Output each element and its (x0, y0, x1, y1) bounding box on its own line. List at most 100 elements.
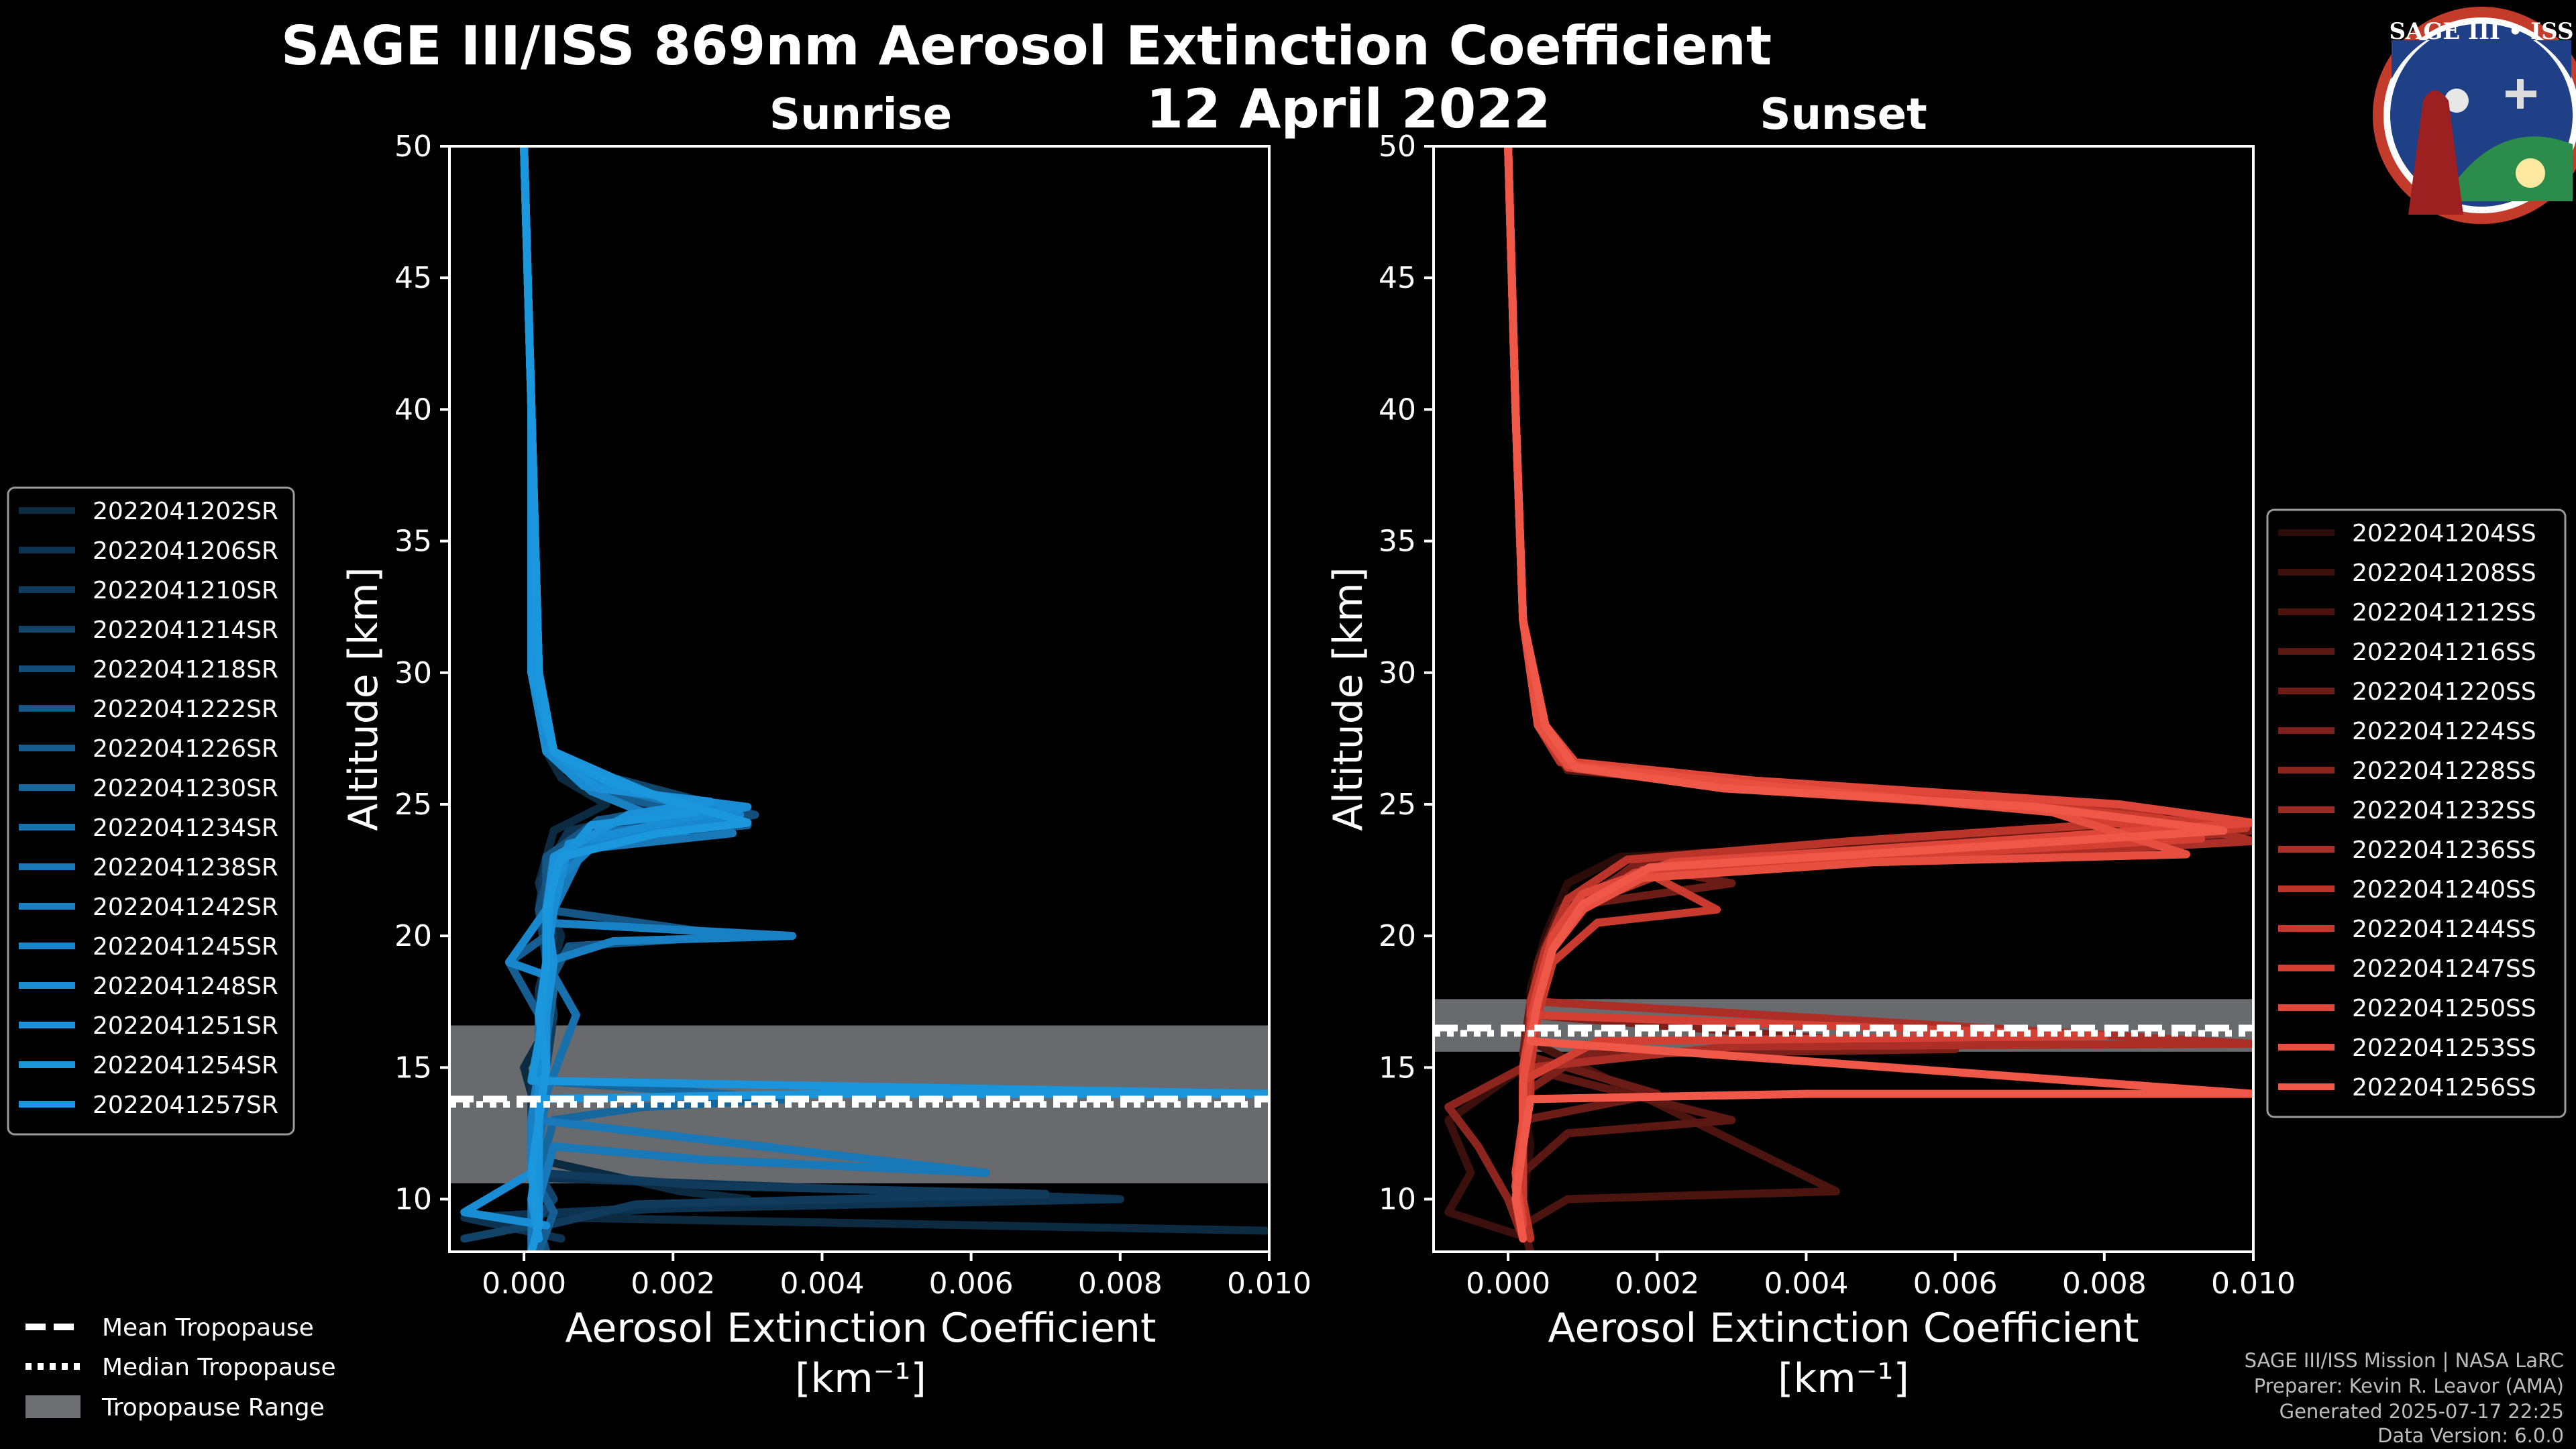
sunrise-xtick-label: 0.000 (482, 1267, 566, 1301)
credits: SAGE III/ISS Mission | NASA LaRC Prepare… (2245, 1349, 2564, 1447)
sunset-xtick-label: 0.006 (1913, 1267, 1998, 1301)
sunset-legend-label: 2022041220SS (2352, 678, 2536, 706)
badge-moon (2445, 89, 2469, 113)
sunset-legend-label: 2022041250SS (2352, 995, 2536, 1022)
credit-generated: Generated 2025-07-17 22:25 (2279, 1400, 2564, 1423)
sunset-legend-frame (2266, 508, 2567, 1118)
sunrise-legend-label: 2022041202SR (93, 498, 278, 525)
sage-iii-iss-mission-badge-icon: SAGE III • ISS (2373, 7, 2576, 224)
sunrise-ytick-label: 25 (394, 788, 432, 822)
sunset-xtick-label: 0.004 (1764, 1267, 1848, 1301)
sunset-panel-title: Sunset (1760, 90, 1927, 140)
sunrise-legend-label: 2022041238SR (93, 854, 278, 881)
sunrise-ytick-label: 30 (394, 656, 432, 690)
sunset-xlabel: Aerosol Extinction Coefficient (1548, 1305, 2139, 1352)
sunrise-ytick-label: 45 (394, 261, 432, 295)
sunset-legend-label: 2022041204SS (2352, 520, 2536, 547)
badge-header-band (2392, 23, 2571, 79)
sunrise-legend-label: 2022041234SR (93, 814, 278, 842)
sunrise-ytick-label: 40 (394, 392, 432, 427)
sunset-series-line-2022041253SS (1504, 146, 2190, 1243)
sunrise-ytick-label: 35 (394, 525, 432, 559)
sunrise-legend-label: 2022041218SR (93, 656, 278, 684)
credit-preparer: Preparer: Kevin R. Leavor (AMA) (2254, 1375, 2564, 1397)
sunset-ytick-label: 30 (1379, 656, 1416, 690)
sunset-ytick-label: 15 (1379, 1051, 1416, 1085)
sunrise-panel-title: Sunrise (769, 90, 952, 140)
tropopause-range-legend-swatch (25, 1395, 80, 1418)
sunrise-ytick-label: 15 (394, 1051, 432, 1085)
tropopause-range-legend-label: Tropopause Range (101, 1394, 325, 1421)
sunset-plot-frame (1432, 145, 2255, 1253)
sunrise-legend-label: 2022041242SR (93, 894, 278, 921)
sunset-xtick-label: 0.000 (1466, 1267, 1550, 1301)
tropopause-legend: Mean Tropopause Median Tropopause Tropop… (25, 1314, 336, 1421)
sunrise-series-line-2022041257SR (520, 146, 752, 1252)
sunrise-legend-label: 2022041226SR (93, 735, 278, 763)
figure-date: 12 April 2022 (1146, 78, 1550, 140)
sunset-legend-label: 2022041228SS (2352, 757, 2536, 785)
median-tropopause-legend-label: Median Tropopause (102, 1354, 336, 1381)
sunset-legend-label: 2022041244SS (2352, 916, 2536, 943)
sunset-ytick-label: 25 (1379, 788, 1416, 822)
sunrise-legend-label: 2022041206SR (93, 537, 278, 565)
sunrise-ylabel: Altitude [km] (340, 567, 387, 831)
sunset-series-line-2022041256SS (1504, 146, 2253, 1243)
sunset-legend-label: 2022041208SS (2352, 559, 2536, 587)
sunset-legend-label: 2022041212SS (2352, 599, 2536, 627)
badge-sun (2516, 158, 2545, 188)
sunrise-xtick-label: 0.004 (780, 1267, 864, 1301)
sunrise-xunit: [km⁻¹] (795, 1355, 926, 1402)
sunset-ytick-label: 35 (1379, 525, 1416, 559)
sunrise-legend-label: 2022041257SR (93, 1091, 278, 1119)
sunset-legend-label: 2022041247SS (2352, 955, 2536, 983)
sunrise-xtick-label: 0.008 (1078, 1267, 1163, 1301)
sunrise-plot-frame (448, 145, 1271, 1253)
sunrise-legend-label: 2022041248SR (93, 973, 278, 1000)
sunset-legend-label: 2022041216SS (2352, 639, 2536, 666)
credit-version: Data Version: 6.0.0 (2377, 1424, 2564, 1447)
credit-mission: SAGE III/ISS Mission | NASA LaRC (2245, 1349, 2564, 1372)
sunrise-ytick-label: 10 (394, 1183, 432, 1217)
sunset-ytick-label: 50 (1379, 129, 1416, 164)
sunrise-xtick-label: 0.006 (929, 1267, 1014, 1301)
sunrise-legend-label: 2022041222SR (93, 696, 278, 723)
sunset-legend-label: 2022041240SS (2352, 876, 2536, 904)
sunrise-xtick-label: 0.002 (631, 1267, 715, 1301)
sunrise-legend: 2022041202SR 2022041206SR 2022041210SR 2022… (7, 486, 295, 1136)
figure-title: SAGE III/ISS 869nm Aerosol Extinction Co… (281, 15, 1772, 77)
sunset-legend-label: 2022041224SS (2352, 718, 2536, 745)
sunrise-legend-label: 2022041245SR (93, 933, 278, 961)
sunset-ytick-label: 10 (1379, 1183, 1416, 1217)
sunset-ytick-label: 45 (1379, 261, 1416, 295)
sunrise-legend-label: 2022041254SR (93, 1052, 278, 1079)
sunset-ytick-label: 40 (1379, 392, 1416, 427)
sunset-ylabel: Altitude [km] (1325, 567, 1372, 831)
sunset-xtick-label: 0.008 (2062, 1267, 2147, 1301)
sunrise-xtick-label: 0.010 (1227, 1267, 1311, 1301)
sunset-legend-label: 2022041253SS (2352, 1034, 2536, 1062)
sunset-legend-label: 2022041232SS (2352, 797, 2536, 824)
sunrise-ytick-label: 20 (394, 919, 432, 953)
sunset-plot: 10 15 20 25 30 35 40 45 50 0.000 0.002 0.004 0.006 0.… (1325, 129, 2296, 1402)
sunrise-legend-label: 2022041210SR (93, 577, 278, 604)
sunset-legend-label: 2022041236SS (2352, 837, 2536, 864)
sunrise-legend-label: 2022041230SR (93, 775, 278, 802)
sunset-xunit: [km⁻¹] (1778, 1355, 1909, 1402)
sunrise-legend-frame (7, 486, 295, 1136)
badge-figure (2408, 91, 2463, 215)
sunrise-legend-label: 2022041214SR (93, 616, 278, 644)
badge-earth (2442, 136, 2573, 201)
sunset-legend-label: 2022041256SS (2352, 1074, 2536, 1102)
badge-name: SAGE III • ISS (2389, 18, 2573, 45)
sunset-xtick-label: 0.002 (1615, 1267, 1699, 1301)
sunset-xtick-label: 0.010 (2211, 1267, 2296, 1301)
badge-station-panel (2517, 79, 2524, 109)
sunrise-xlabel: Aerosol Extinction Coefficient (566, 1305, 1157, 1352)
sunrise-ytick-label: 50 (394, 129, 432, 164)
sunrise-legend-label: 2022041251SR (93, 1012, 278, 1040)
sunrise-plot: 10 15 20 25 30 35 40 45 50 0.000 0.002 0.004 0.006 0.… (340, 129, 1311, 1402)
mean-tropopause-legend-label: Mean Tropopause (102, 1314, 314, 1342)
sunset-legend: 2022041204SS 2022041208SS 2022041212SS 2022… (2266, 508, 2567, 1118)
